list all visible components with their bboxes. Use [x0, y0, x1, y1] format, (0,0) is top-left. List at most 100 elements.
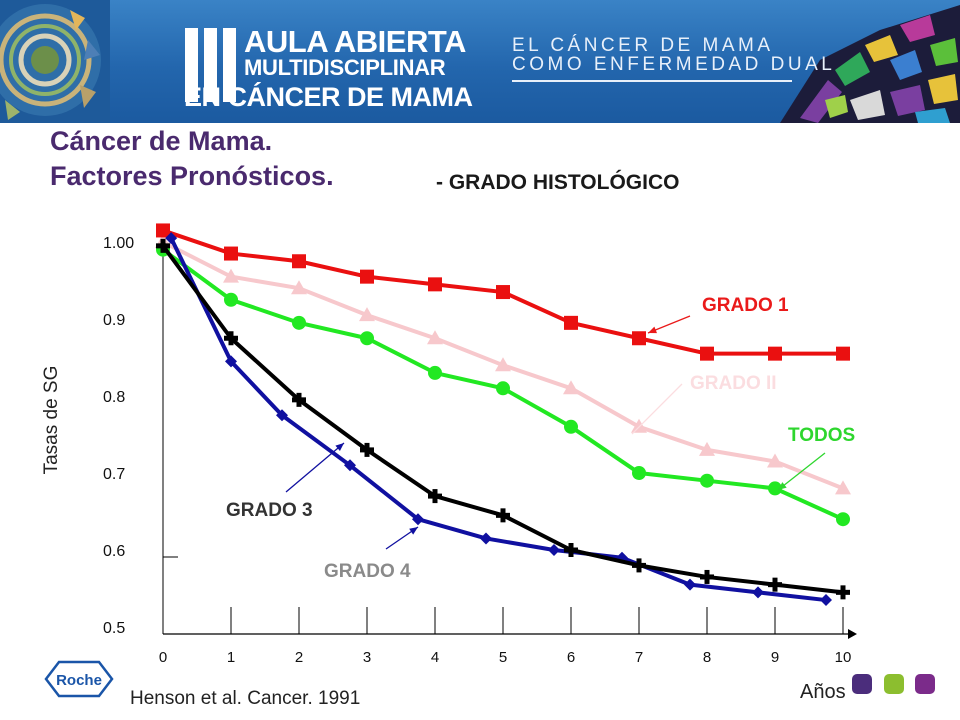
- data-point-grado-4: [480, 532, 492, 545]
- roche-logo: Roche: [44, 660, 114, 698]
- series-todos: [156, 242, 850, 527]
- y-tick-label: 1.00: [103, 235, 134, 252]
- data-point-grado-4: [684, 578, 696, 591]
- data-point-grado-3: [700, 569, 714, 584]
- data-point-grado-ii: [835, 480, 851, 495]
- data-point-grado-1: [564, 315, 578, 330]
- data-point-grado-1: [224, 246, 238, 261]
- data-point-grado-ii: [359, 307, 375, 322]
- data-point-grado-ii: [699, 441, 715, 456]
- page-title-line-1: Cáncer de Mama.: [50, 126, 273, 156]
- data-point-grado-4: [820, 594, 832, 607]
- page-title: Cáncer de Mama. Factores Pronósticos.: [50, 124, 334, 194]
- series-line-grado-1: [162, 228, 843, 356]
- data-point-grado-ii: [563, 380, 579, 395]
- pointer-line-todos: [777, 452, 826, 491]
- series-label-grado-3: GRADO 3: [226, 500, 313, 521]
- series-line-todos: [161, 248, 844, 522]
- data-point-grado-1: [360, 269, 374, 284]
- tagline-line-1: EL CÁNCER DE MAMA: [512, 35, 774, 56]
- y-axis-label: Tasas de SG: [41, 365, 62, 475]
- series-line-grado-ii: [162, 240, 844, 491]
- data-point-grado-ii: [155, 234, 171, 248]
- x-axis-arrow-icon: [848, 629, 857, 639]
- arrow-icon: [778, 482, 787, 490]
- x-axis-label: Años: [800, 681, 846, 703]
- data-point-grado-1: [428, 277, 442, 292]
- data-point-grado-3: [564, 543, 578, 557]
- data-point-todos: [360, 331, 374, 346]
- x-tick-label: 9: [771, 649, 779, 666]
- arrow-icon: [409, 527, 418, 535]
- series-label-grado-1: GRADO 1: [702, 295, 789, 316]
- pointer-line-grado-ii: [631, 383, 683, 435]
- arrow-icon: [648, 326, 657, 334]
- x-tick-label: 3: [363, 649, 371, 666]
- x-tick-label: 6: [567, 649, 575, 666]
- data-point-grado-ii: [291, 280, 307, 295]
- data-point-grado-1: [632, 331, 646, 346]
- data-point-grado-3: [768, 577, 782, 592]
- tagline-line-2: COMO ENFERMEDAD DUAL: [512, 54, 836, 75]
- mosaic-left-image: [0, 0, 110, 123]
- pointer-line-grado-1: [647, 315, 691, 334]
- y-tick-label: 0.5: [103, 620, 125, 637]
- data-point-grado-3: [496, 508, 510, 523]
- x-tick-label: 7: [635, 649, 643, 666]
- x-tick-label: 5: [499, 649, 507, 666]
- page-title-line-2: Factores Pronósticos.: [50, 161, 334, 191]
- x-tick-label: 8: [703, 649, 711, 666]
- series-label-grado-ii: GRADO II: [690, 373, 777, 394]
- roman-numeral-icon: [185, 28, 236, 102]
- data-point-grado-3: [360, 442, 374, 457]
- data-point-grado-ii: [223, 268, 239, 283]
- data-point-todos: [768, 481, 782, 496]
- x-tick-label: 10: [835, 649, 852, 666]
- data-point-grado-1: [292, 254, 306, 269]
- data-point-grado-ii: [767, 453, 783, 468]
- data-point-grado-3: [224, 331, 238, 346]
- source-citation: Henson et al. Cancer. 1991: [130, 688, 361, 709]
- y-tick-label: 0.6: [103, 543, 125, 560]
- data-point-grado-1: [496, 285, 510, 300]
- data-point-grado-ii: [631, 418, 647, 433]
- data-point-todos: [224, 292, 238, 307]
- series-grado-ii: [155, 234, 851, 495]
- data-point-grado-1: [768, 346, 782, 361]
- square-icon-violet: [915, 674, 935, 694]
- pointer-line-grado-3: [285, 442, 345, 493]
- data-point-todos: [496, 381, 510, 396]
- data-point-todos: [428, 365, 442, 380]
- data-point-grado-4: [616, 551, 628, 564]
- pointer-line-grado-4: [385, 526, 419, 550]
- x-tick-label: 1: [227, 649, 235, 666]
- data-point-grado-ii: [495, 357, 511, 372]
- y-tick-label: 0.9: [103, 312, 125, 329]
- data-point-todos: [700, 473, 714, 488]
- logo-line-2: MULTIDISCIPLINAR: [244, 55, 446, 80]
- data-point-grado-4: [165, 232, 178, 245]
- series-line-grado-4: [169, 237, 827, 603]
- data-point-grado-4: [548, 544, 560, 556]
- series-grado-1: [156, 223, 850, 361]
- data-point-grado-ii: [427, 330, 443, 345]
- data-point-grado-4: [276, 409, 288, 422]
- data-point-grado-4: [412, 513, 424, 526]
- mosaic-right-image: [780, 5, 960, 123]
- data-point-grado-1: [700, 346, 714, 361]
- data-point-todos: [292, 315, 306, 330]
- x-tick-label: 0: [159, 649, 167, 666]
- header-banner: AULA ABIERTA MULTIDISCIPLINAR EN CÁNCER …: [0, 0, 960, 123]
- logo-line-3: EN CÁNCER DE MAMA: [184, 82, 473, 112]
- data-point-grado-4: [752, 586, 764, 599]
- y-tick-label: 0.7: [103, 466, 125, 483]
- data-point-grado-1: [836, 346, 850, 361]
- series-label-grado-4: GRADO 4: [324, 561, 411, 582]
- data-point-grado-1: [156, 223, 170, 238]
- arrow-icon: [335, 443, 344, 452]
- data-point-todos: [156, 242, 170, 257]
- data-point-grado-3: [156, 238, 170, 253]
- data-point-grado-4: [344, 459, 356, 472]
- data-point-grado-3: [632, 558, 646, 573]
- data-point-todos: [632, 466, 646, 480]
